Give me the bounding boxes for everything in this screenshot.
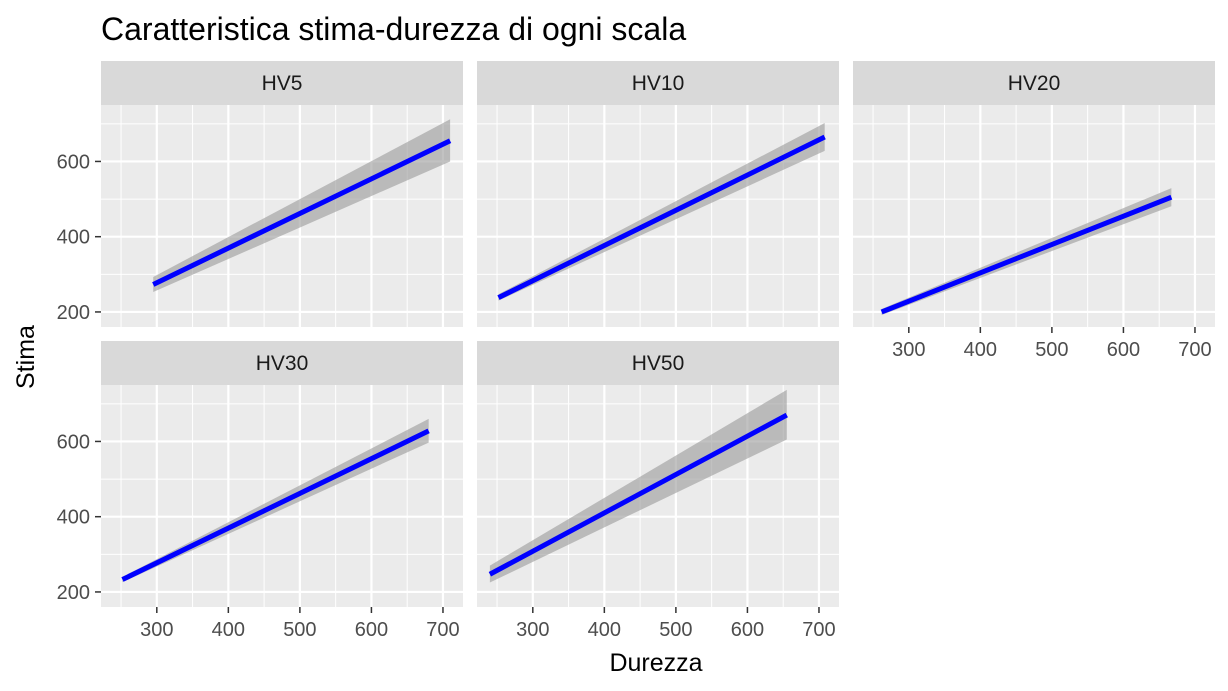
strip-hv10	[477, 61, 839, 105]
strip-hv5	[101, 61, 463, 105]
y-tick-label: 200	[57, 302, 90, 324]
series-line-hv30	[121, 428, 430, 582]
y-tick-label: 400	[57, 227, 90, 249]
strip-label-hv5: HV5	[262, 72, 303, 95]
strip-hv50	[477, 341, 839, 385]
x-tick-label: 300	[516, 619, 549, 641]
series-line-hv50	[488, 412, 788, 577]
facet-panels: HV5 200 400 600 HV10 HV20 300 400 500 600 700 HV30 2…	[57, 61, 1215, 641]
panel-hv50: HV50 300 400 500 600 700	[477, 341, 839, 641]
x-tick-label: 400	[964, 339, 997, 361]
series-line-hv5	[152, 138, 452, 287]
panel-hv30: HV30 200 400 600 300 400 500 600 700	[57, 341, 463, 641]
strip-label-hv50: HV50	[632, 352, 685, 375]
y-tick-label: 400	[57, 507, 90, 529]
strip-label-hv20: HV20	[1008, 72, 1061, 95]
x-tick-label: 600	[731, 619, 764, 641]
x-axis-title: Durezza	[609, 649, 702, 677]
strip-label-hv30: HV30	[256, 352, 309, 375]
panel-background-hv20	[853, 105, 1215, 327]
x-tick-label: 600	[355, 619, 388, 641]
panel-hv20: HV20 300 400 500 600 700	[853, 61, 1215, 361]
series-line-hv10	[497, 134, 826, 300]
strip-hv30	[101, 341, 463, 385]
y-tick-label: 600	[57, 431, 90, 453]
y-axis-title: Stima	[12, 325, 40, 389]
x-tick-label: 700	[802, 619, 835, 641]
x-tick-label: 500	[659, 619, 692, 641]
strip-label-hv10: HV10	[632, 72, 685, 95]
x-tick-label: 400	[212, 619, 245, 641]
x-tick-label: 700	[1178, 339, 1211, 361]
x-tick-label: 600	[1107, 339, 1140, 361]
y-tick-label: 600	[57, 151, 90, 173]
panel-hv5: HV5 200 400 600	[57, 61, 463, 327]
y-tick-label: 200	[57, 582, 90, 604]
x-tick-label: 500	[1035, 339, 1068, 361]
chart-title: Caratteristica stima-durezza di ogni sca…	[101, 11, 686, 47]
x-tick-label: 300	[140, 619, 173, 641]
strip-hv20	[853, 61, 1215, 105]
series-line-hv20	[880, 194, 1173, 315]
x-tick-label: 500	[283, 619, 316, 641]
x-tick-label: 300	[892, 339, 925, 361]
x-tick-label: 400	[588, 619, 621, 641]
x-tick-label: 700	[426, 619, 459, 641]
panel-hv10: HV10	[477, 61, 839, 327]
